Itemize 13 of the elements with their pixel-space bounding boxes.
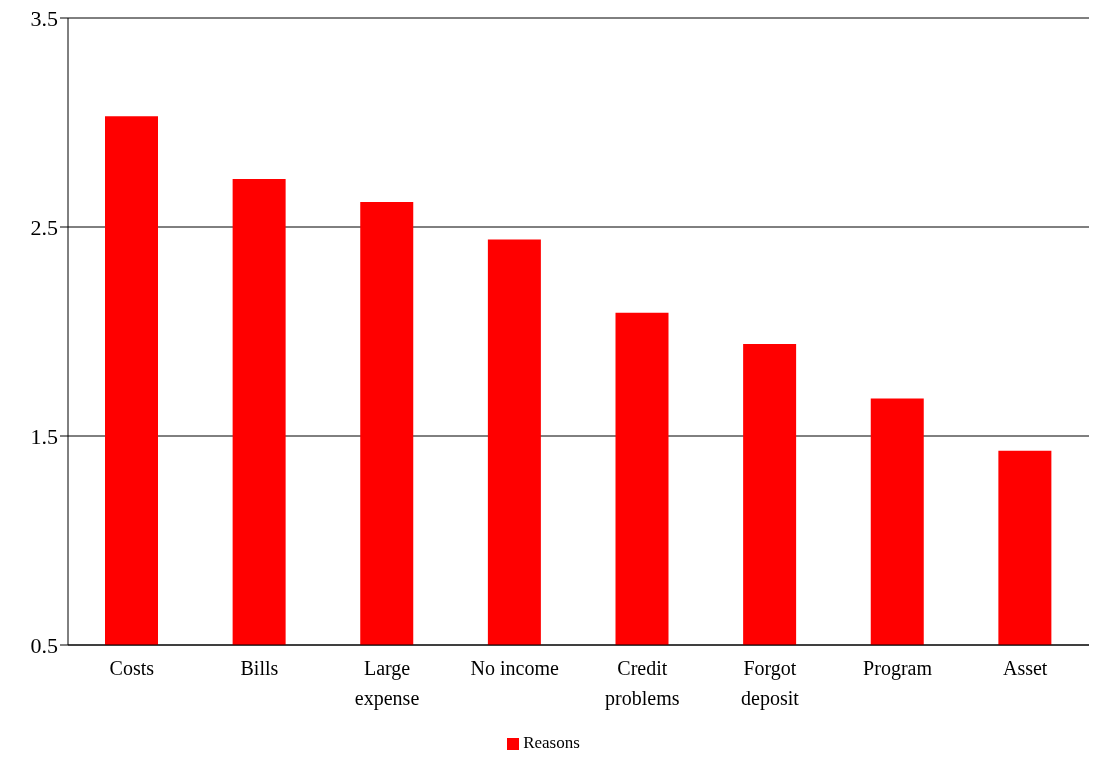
x-tick-label: No income	[470, 657, 559, 679]
y-tick-label: 2.5	[30, 214, 58, 240]
x-tick-label: Asset	[1002, 657, 1048, 679]
x-tick-label: Large expense	[354, 657, 420, 710]
x-tick-label: Bills	[240, 657, 279, 679]
y-tick-label: 1.5	[30, 423, 58, 449]
x-tick-label: Forgot deposit	[741, 657, 800, 710]
x-tick-label: Program	[863, 657, 933, 680]
legend-label: Reasons	[523, 733, 580, 752]
y-tick-label: 3.5	[30, 5, 58, 31]
x-tick-label: Credit problems	[605, 657, 680, 710]
x-tick-label: Costs	[109, 657, 155, 679]
y-tick-label: 0.5	[30, 632, 58, 658]
